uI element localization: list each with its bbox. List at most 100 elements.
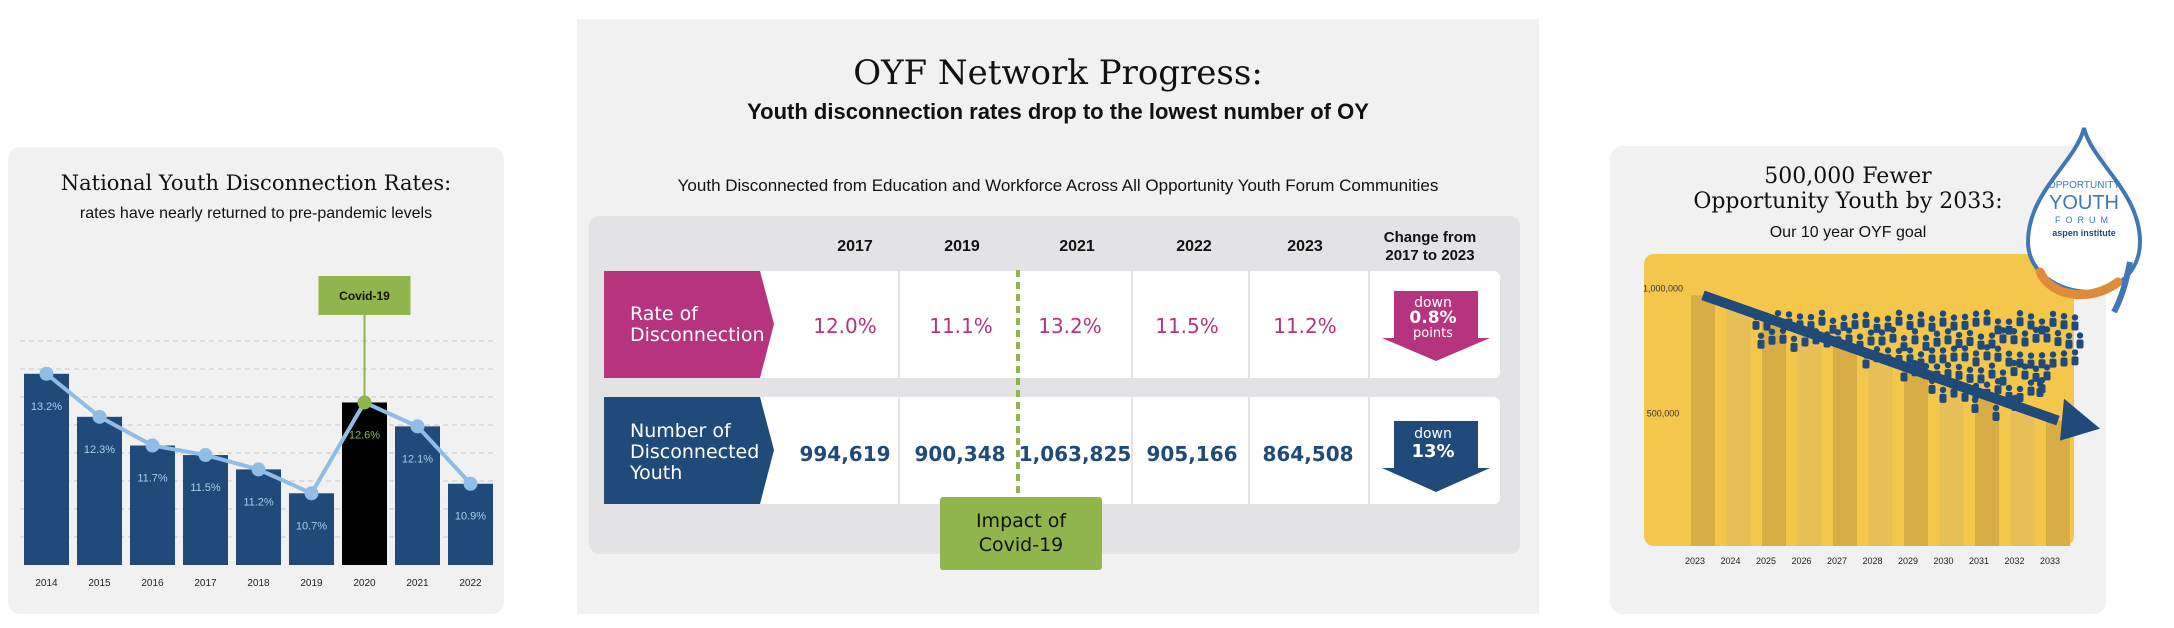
person-icon: [1994, 325, 2002, 335]
num-2022: 905,166: [1146, 442, 1238, 466]
network-progress-subtitle: Youth disconnection rates drop to the lo…: [747, 99, 1369, 124]
person-icon: [1950, 352, 1958, 362]
person-icon: [1862, 352, 1870, 359]
goal-x-tick-2024: 2024: [1720, 556, 1740, 566]
person-icon: [1768, 335, 1776, 345]
rate-label-banner: [604, 271, 774, 378]
person-icon: [1994, 345, 2002, 352]
person-icon: [1911, 328, 1919, 335]
person-icon: [2032, 365, 2040, 373]
covid-annotation-box: [318, 276, 411, 315]
person-icon: [1862, 311, 1870, 319]
rate-label-line2: Disconnection: [630, 324, 765, 346]
num-label-line3: Youth: [630, 462, 683, 484]
num-change-word: down: [1414, 426, 1452, 442]
person-icon: [1774, 309, 1782, 317]
person-icon: [1950, 314, 1958, 321]
person-icon: [1878, 329, 1886, 336]
person-icon: [1757, 339, 1765, 349]
rate-change-value: 0.8%: [1409, 308, 1457, 328]
goal-x-tick-2027: 2027: [1827, 556, 1847, 566]
person-icon: [1906, 347, 1914, 354]
person-icon: [2036, 388, 2044, 397]
person-icon: [1983, 381, 1991, 388]
person-icon: [2076, 339, 2084, 349]
goal-bar-2027: [1833, 345, 1857, 546]
person-icon: [1801, 337, 1809, 347]
person-icon: [1757, 332, 1765, 339]
person-icon: [1801, 330, 1809, 337]
person-icon: [2005, 325, 2013, 335]
person-icon: [1884, 322, 1892, 332]
rate-2023: 11.2%: [1273, 314, 1337, 338]
person-icon: [2027, 320, 2035, 330]
person-icon: [1906, 354, 1914, 364]
person-icon: [1966, 329, 1974, 337]
person-icon: [1922, 341, 1930, 351]
goal-x-tick-2023: 2023: [1685, 556, 1705, 566]
person-icon: [1796, 320, 1804, 330]
person-icon: [2010, 328, 2018, 335]
bar-2021: [395, 426, 440, 565]
person-icon: [1884, 315, 1892, 322]
person-icon: [1895, 347, 1903, 355]
person-icon: [2071, 314, 2079, 321]
person-icon: [1862, 318, 1870, 328]
num-change-value: 13%: [1411, 441, 1455, 462]
person-icon: [1961, 313, 1969, 321]
person-icon: [1873, 323, 1881, 333]
logo-line2: YOUTH: [2049, 192, 2119, 214]
goal-y-tick-1000000: 1,000,000: [1643, 283, 1683, 293]
person-icon: [1889, 333, 1897, 343]
person-icon: [1977, 340, 1985, 350]
person-icon: [1823, 331, 1831, 338]
person-icon: [1928, 322, 1936, 332]
person-icon: [1785, 311, 1793, 318]
person-icon: [2049, 351, 2057, 358]
person-icon: [1845, 334, 1853, 344]
covid-impact-label: Impact of Covid-19: [940, 497, 1102, 570]
person-icon: [2060, 320, 2068, 330]
person-icon: [1944, 335, 1952, 345]
logo-line1: OPPORTUNITY: [2047, 180, 2121, 191]
person-icon: [1928, 315, 1936, 322]
opportunity-youth-forum-logo: OPPORTUNITY YOUTH FORUM aspen institute: [2022, 122, 2152, 314]
person-icon: [1972, 317, 1980, 327]
person-icon: [2011, 402, 2019, 411]
person-icon: [2043, 371, 2051, 381]
person-icon: [1992, 404, 2000, 412]
person-icon: [2032, 333, 2040, 343]
change-header-line2: 2017 to 2023: [1385, 247, 1475, 264]
x-tick-2018: 2018: [247, 578, 270, 589]
number-label-banner: [604, 397, 774, 504]
person-icon: [1933, 330, 1941, 337]
person-icon: [2016, 385, 2024, 393]
rate-change-text: down 0.8% points: [1392, 296, 1474, 342]
num-2021: 1,063,825: [1018, 442, 1132, 466]
person-icon: [1779, 334, 1787, 344]
person-icon: [1763, 314, 1771, 321]
person-icon: [2060, 350, 2068, 357]
goal-x-tick-2028: 2028: [1862, 556, 1882, 566]
person-icon: [2043, 364, 2051, 371]
logo-line3: FORUM: [2055, 215, 2113, 225]
person-icon: [1768, 328, 1776, 336]
person-icon: [1922, 334, 1930, 342]
person-icon: [1873, 353, 1881, 363]
person-icon: [2049, 310, 2057, 318]
person-icon: [1785, 318, 1793, 328]
person-icon: [2010, 367, 2018, 377]
person-icon: [2005, 384, 2013, 392]
person-icon: [1939, 317, 1947, 327]
person-icon: [1939, 347, 1947, 354]
data-label-2014: 13.2%: [31, 401, 62, 413]
person-icon: [1900, 365, 1908, 372]
person-icon: [1911, 367, 1919, 377]
goal-bar-2029: [1904, 370, 1928, 546]
goal-subtitle: Our 10 year OYF goal: [1769, 224, 1927, 241]
goal-x-tick-2031: 2031: [1969, 556, 1989, 566]
goal-bar-2026: [1797, 332, 1822, 546]
person-icon: [1790, 342, 1798, 352]
person-icon: [1884, 354, 1892, 364]
